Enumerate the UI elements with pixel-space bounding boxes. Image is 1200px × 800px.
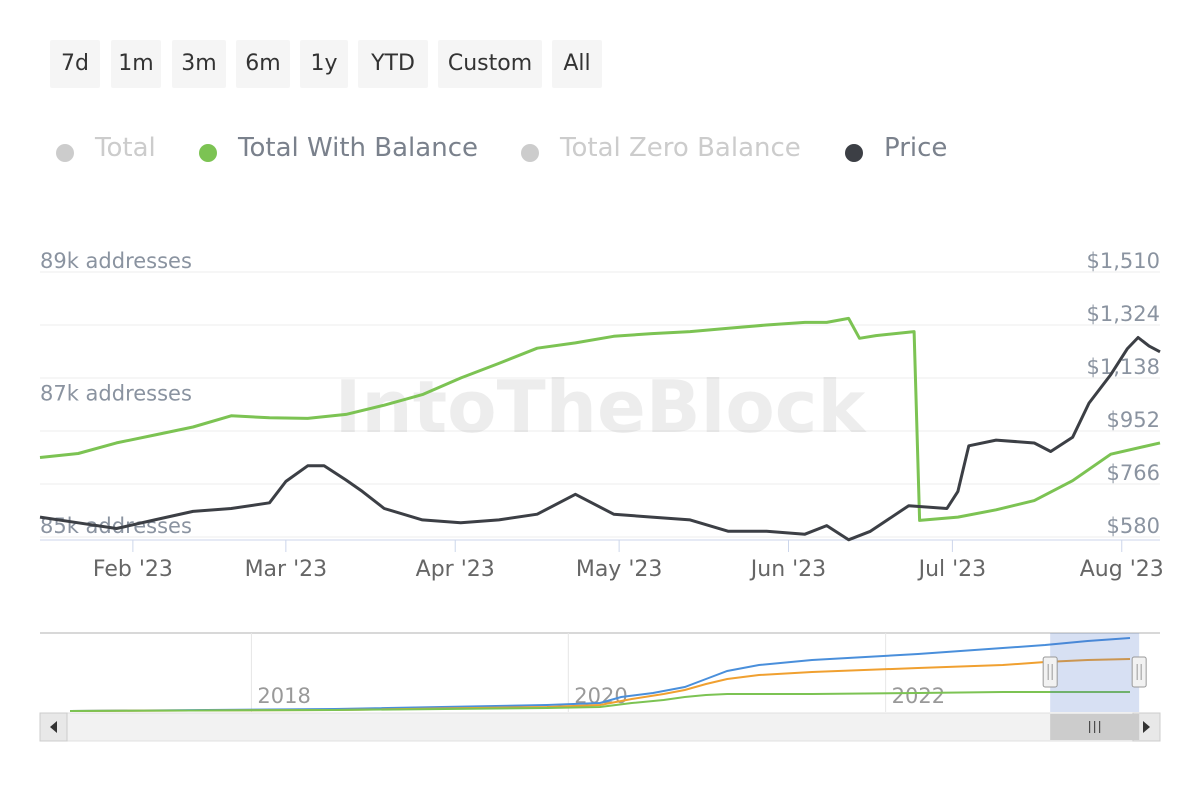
- legend-label: Total With Balance: [238, 133, 478, 163]
- x-tick-label: Feb '23: [93, 557, 173, 582]
- range-button-ytd[interactable]: YTD: [358, 40, 428, 88]
- x-tick-label: Jul '23: [917, 557, 987, 582]
- range-button-1m[interactable]: 1m: [111, 40, 161, 88]
- y-right-tick-label: $766: [1107, 461, 1160, 485]
- series-line-price: [39, 336, 1161, 542]
- watermark: IntoTheBlock: [335, 365, 868, 449]
- series-line-total-with-balance: [39, 316, 1161, 522]
- handle-body: [1042, 656, 1058, 688]
- range-button-3m[interactable]: 3m: [172, 40, 226, 88]
- navigator-series-line: [69, 637, 1131, 712]
- scrollbar-thumb[interactable]: [1050, 714, 1140, 740]
- range-button-all[interactable]: All: [552, 40, 602, 88]
- legend-label: Total Zero Balance: [560, 133, 801, 163]
- scrollbar-track[interactable]: [39, 712, 1161, 742]
- x-tick-label: May '23: [576, 557, 663, 582]
- y-right-tick-label: $952: [1107, 408, 1160, 432]
- range-button-6m[interactable]: 6m: [236, 40, 290, 88]
- navigator-year-label: 2018: [257, 684, 310, 708]
- arrow-left-icon: [50, 721, 57, 733]
- x-tick-label: Mar '23: [245, 557, 328, 582]
- y-left-tick-label: 87k addresses: [40, 382, 192, 406]
- navigator-year-label: 2022: [892, 684, 945, 708]
- legend-marker: [845, 144, 863, 162]
- legend-item-total[interactable]: Total: [50, 130, 170, 170]
- navigator-series-line: [69, 658, 1131, 712]
- y-axis-right: $580 $766 $952 $1,138 $1,324 $1,510: [1087, 249, 1160, 538]
- legend-label: Total: [95, 133, 156, 163]
- y-right-tick-label: $1,138: [1087, 355, 1160, 379]
- navigator-handle-left[interactable]: [1042, 656, 1058, 688]
- legend-label: Price: [884, 133, 948, 163]
- main-chart: IntoTheBlock Feb '23 Mar '23 Apr '23 May '23…: [39, 249, 1164, 582]
- x-axis: Feb '23 Mar '23 Apr '23 May '23 Jun '23 Jul '…: [40, 539, 1164, 582]
- range-button-custom[interactable]: Custom: [438, 40, 542, 88]
- range-button-1y[interactable]: 1y: [300, 40, 348, 88]
- navigator-handle-right[interactable]: [1131, 656, 1147, 688]
- scrollbar: [39, 712, 1161, 742]
- range-button-7d[interactable]: 7d: [50, 40, 100, 88]
- x-tick-label: Jun '23: [749, 557, 826, 582]
- legend-marker: [199, 144, 217, 162]
- x-tick-label: Apr '23: [416, 557, 495, 582]
- scroll-left-button[interactable]: [39, 712, 68, 742]
- legend-item-total-with-balance[interactable]: Total With Balance: [193, 130, 493, 170]
- arrow-right-icon: [1143, 721, 1150, 733]
- navigator-series-line: [69, 691, 1130, 712]
- legend-item-total-zero-balance[interactable]: Total Zero Balance: [515, 130, 815, 170]
- grid-lines: [40, 271, 1160, 538]
- y-left-tick-label: 89k addresses: [40, 249, 192, 273]
- legend-item-price[interactable]: Price: [839, 130, 979, 170]
- y-right-tick-label: $580: [1107, 514, 1160, 538]
- legend-marker: [521, 144, 539, 162]
- legend-marker: [56, 144, 74, 162]
- x-tick-label: Aug '23: [1080, 557, 1164, 582]
- handle-body: [1131, 656, 1147, 688]
- navigator-selection[interactable]: [1050, 633, 1140, 712]
- y-right-tick-label: $1,510: [1087, 249, 1160, 273]
- y-right-tick-label: $1,324: [1087, 302, 1160, 326]
